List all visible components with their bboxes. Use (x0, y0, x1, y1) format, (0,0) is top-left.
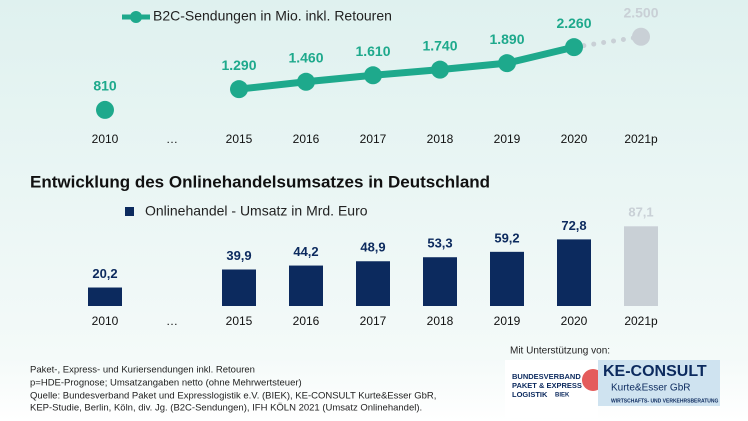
point (96, 100, 114, 119)
value-label: 39,9 (226, 248, 251, 263)
value-label: 2.500 (623, 4, 658, 20)
x-tick-label: 2021p (624, 314, 658, 328)
ke-tagline: WIRTSCHAFTS- UND VERKEHRSBERATUNG (611, 398, 719, 404)
biek-logo (505, 360, 598, 418)
value-label: 1.290 (221, 57, 256, 73)
support-label: Mit Unterstützung von: (510, 346, 610, 357)
line-segment (503, 43, 578, 67)
x-tick-label: … (166, 132, 178, 146)
footnote: Quelle: Bundesverband Paket und Expressl… (30, 391, 436, 402)
footnotes: Paket-, Express- und Kuriersendungen ink… (30, 365, 436, 414)
biek-text: BIEK (555, 393, 570, 399)
x-tick-label: 2017 (360, 132, 387, 146)
bar (624, 226, 658, 306)
biek-text: PAKET & EXPRESS (512, 381, 582, 390)
value-label: 87,1 (628, 205, 653, 220)
legend-marker (125, 207, 134, 216)
line-segment (369, 66, 444, 79)
line-segment (235, 78, 310, 93)
value-label: 1.890 (489, 31, 524, 47)
point (632, 27, 650, 46)
x-tick-label: 2016 (293, 132, 320, 146)
value-label: 1.740 (422, 37, 457, 53)
x-tick-label: 2020 (561, 314, 588, 328)
point (565, 38, 583, 57)
line-segment (302, 71, 377, 86)
value-label: 72,8 (561, 218, 586, 233)
line-segment (571, 34, 644, 50)
bar (289, 265, 323, 306)
x-tick-label: … (166, 314, 178, 328)
x-tick-label: 2017 (360, 314, 387, 328)
point (230, 80, 248, 99)
x-tick-label: 2019 (494, 132, 521, 146)
value-label: 2.260 (556, 15, 591, 31)
point (431, 60, 449, 79)
bar (557, 239, 591, 306)
bar (490, 251, 524, 306)
x-tick-label: 2016 (293, 314, 320, 328)
ke-logo (598, 360, 720, 406)
legend-label: Onlinehandel - Umsatz in Mrd. Euro (145, 203, 368, 219)
bar (88, 287, 122, 306)
x-tick-label: 2020 (561, 132, 588, 146)
bar (222, 269, 256, 306)
biek-text: LOGISTIK (512, 390, 548, 399)
ke-name: KE-CONSULT (603, 363, 707, 380)
value-label: 20,2 (92, 266, 117, 281)
x-tick-label: 2010 (92, 314, 119, 328)
value-label: 1.460 (288, 49, 323, 65)
value-label: 1.610 (355, 43, 390, 59)
line-segment (436, 59, 511, 74)
ke-sub: Kurte&Esser GbR (611, 383, 690, 394)
point (297, 72, 315, 91)
x-tick-label: 2019 (494, 314, 521, 328)
value-label: 59,2 (494, 230, 519, 245)
x-tick-label: 2015 (226, 132, 253, 146)
bar (423, 257, 457, 306)
footnote: Paket-, Express- und Kuriersendungen ink… (30, 365, 255, 376)
legend-label: B2C-Sendungen in Mio. inkl. Retouren (153, 8, 392, 24)
point (364, 66, 382, 85)
x-tick-label: 2015 (226, 314, 253, 328)
value-label: 53,3 (427, 236, 452, 251)
value-label: 48,9 (360, 240, 385, 255)
biek-text: BUNDESVERBAND (512, 372, 581, 381)
footnote: KEP-Studie, Berlin, Köln, div. Jg. (B2C-… (30, 403, 422, 414)
footnote: p=HDE-Prognose; Umsatzangaben netto (ohn… (30, 378, 302, 389)
chart-title: Entwicklung des Onlinehandelsumsatzes in… (30, 172, 490, 191)
legend-marker (130, 11, 142, 23)
point (498, 54, 516, 73)
x-tick-label: 2010 (92, 132, 119, 146)
value-label: 44,2 (293, 244, 318, 259)
x-tick-label: 2018 (427, 132, 454, 146)
x-tick-label: 2021p (624, 132, 658, 146)
x-tick-label: 2018 (427, 314, 454, 328)
bar (356, 261, 390, 306)
value-label: 810 (93, 78, 117, 94)
